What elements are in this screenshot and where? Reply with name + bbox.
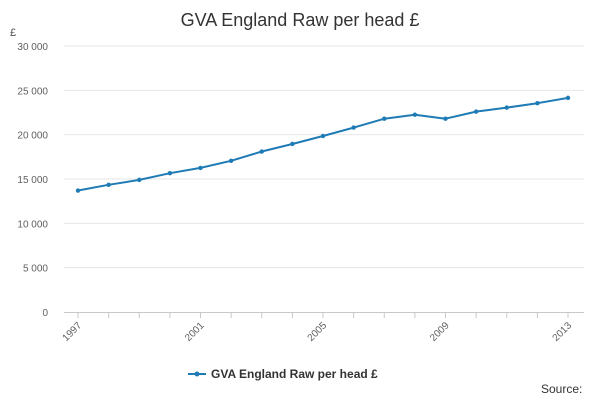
y-tick-label: 30 000 [17, 42, 48, 53]
x-tick-label: 2005 [306, 320, 330, 344]
source-label: Source: [541, 382, 582, 396]
data-point[interactable] [535, 100, 540, 106]
data-point[interactable] [382, 116, 387, 121]
data-point[interactable] [473, 109, 479, 114]
x-tick-label: 2001 [183, 320, 207, 344]
data-point[interactable] [504, 105, 509, 110]
data-point[interactable] [412, 112, 418, 117]
data-point[interactable] [351, 125, 356, 130]
data-point[interactable] [106, 182, 111, 187]
x-tick-label: 1997 [61, 320, 85, 344]
x-axis: 1997 2001 2005 2009 2013 [61, 312, 584, 344]
data-point[interactable] [565, 95, 571, 101]
data-point[interactable] [167, 171, 173, 176]
data-point[interactable] [198, 165, 203, 171]
y-axis-unit-label: £ [10, 27, 16, 39]
y-tick-label: 0 [42, 308, 48, 319]
legend-item-label: GVA England Raw per head £ [211, 367, 378, 381]
series-group [75, 95, 571, 193]
legend-marker-icon [194, 371, 200, 377]
data-point[interactable] [75, 188, 81, 193]
data-point[interactable] [137, 177, 142, 183]
y-tick-label: 25 000 [17, 86, 48, 97]
data-point[interactable] [290, 141, 295, 147]
series-line [77, 96, 569, 192]
data-point[interactable] [228, 158, 234, 164]
data-point[interactable] [320, 133, 326, 139]
y-tick-label: 5 000 [23, 264, 48, 275]
y-tick-label: 10 000 [17, 219, 48, 230]
legend[interactable]: GVA England Raw per head £ [188, 367, 378, 381]
x-tick-label: 2013 [551, 320, 575, 344]
gridlines [64, 45, 584, 269]
data-point[interactable] [259, 149, 264, 154]
y-axis-tick-labels: 0 5 000 10 000 15 000 20 000 25 000 30 000 [17, 42, 48, 319]
y-tick-label: 20 000 [17, 131, 48, 142]
data-point[interactable] [443, 116, 448, 121]
y-tick-label: 15 000 [17, 175, 48, 186]
chart-title: GVA England Raw per head £ [181, 10, 420, 30]
x-tick-label: 2009 [428, 320, 452, 344]
